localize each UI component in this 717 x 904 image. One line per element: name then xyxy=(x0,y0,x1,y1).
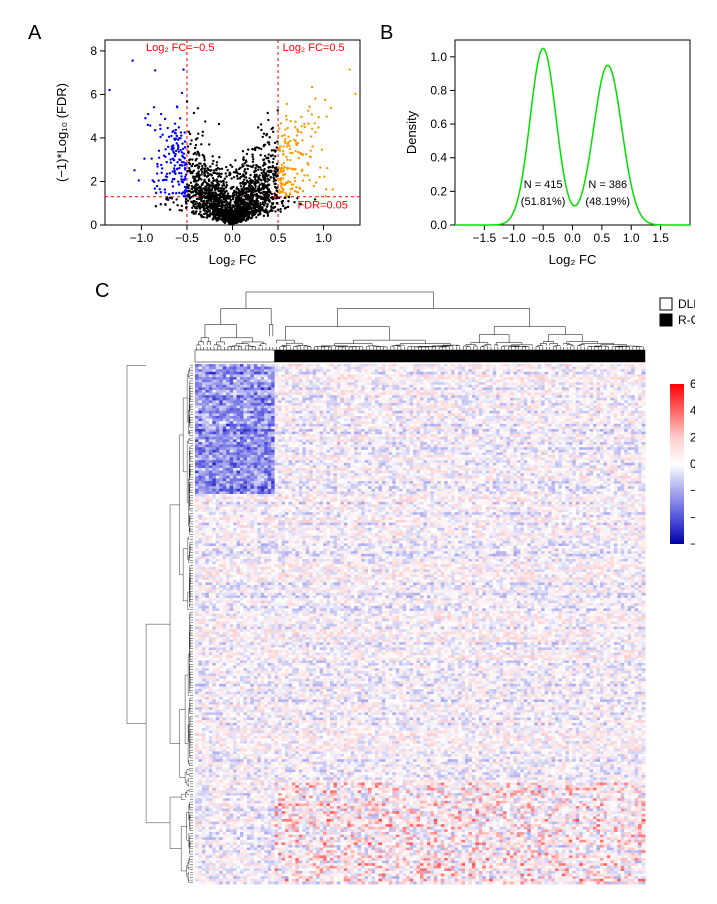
svg-text:(−1)*Log₁₀ (FDR): (−1)*Log₁₀ (FDR) xyxy=(54,83,69,182)
svg-text:0.4: 0.4 xyxy=(430,151,447,165)
svg-text:Log₂ FC: Log₂ FC xyxy=(549,252,597,267)
svg-text:Log₂ FC=0.5: Log₂ FC=0.5 xyxy=(283,42,345,54)
svg-text:0.8: 0.8 xyxy=(430,83,447,97)
svg-text:FDR=0.05: FDR=0.05 xyxy=(297,200,347,212)
svg-text:Log₂ FC=−0.5: Log₂ FC=−0.5 xyxy=(146,42,214,54)
panel-c: DLBCLR-CHOP_DLBCL−6−4−20246 xyxy=(55,290,695,890)
svg-text:0.5: 0.5 xyxy=(594,231,611,245)
svg-text:0: 0 xyxy=(90,218,97,232)
svg-text:N = 415: N = 415 xyxy=(524,179,563,191)
svg-text:Log₂ FC: Log₂ FC xyxy=(209,252,257,267)
svg-text:0.0: 0.0 xyxy=(430,218,447,232)
svg-text:0.0: 0.0 xyxy=(564,231,581,245)
svg-text:−1.5: −1.5 xyxy=(473,231,497,245)
panel-b: −1.5 −1.0 −0.5 0.0 0.5 1.0 1.5 0.0 0.2 0.4 0.6 0.8 1… xyxy=(400,30,700,270)
svg-text:(48.19%): (48.19%) xyxy=(585,196,630,208)
svg-text:0.0: 0.0 xyxy=(224,231,241,245)
svg-text:6: 6 xyxy=(90,87,97,101)
svg-text:1.0: 1.0 xyxy=(315,231,332,245)
svg-text:2: 2 xyxy=(90,174,97,188)
svg-text:−0.5: −0.5 xyxy=(175,231,199,245)
svg-text:R-CHOP_DLBCL: R-CHOP_DLBCL xyxy=(678,313,695,327)
svg-text:8: 8 xyxy=(90,44,97,58)
svg-text:4: 4 xyxy=(90,131,97,145)
svg-text:−1.0: −1.0 xyxy=(502,231,526,245)
svg-text:1.0: 1.0 xyxy=(430,50,447,64)
panel-a: −1.0 −0.5 0.0 0.5 1.0 0 2 4 6 8 Log₂ FC (−1)*Log₁₀ … xyxy=(50,30,370,270)
panel-b-label: B xyxy=(380,22,393,45)
svg-text:(51.81%): (51.81%) xyxy=(521,196,566,208)
svg-text:0.5: 0.5 xyxy=(270,231,287,245)
svg-text:1.0: 1.0 xyxy=(623,231,640,245)
svg-text:0.6: 0.6 xyxy=(430,117,447,131)
svg-text:0.2: 0.2 xyxy=(430,184,447,198)
svg-text:Density: Density xyxy=(404,110,419,154)
svg-text:−0.5: −0.5 xyxy=(531,231,555,245)
svg-text:N = 386: N = 386 xyxy=(588,179,627,191)
panel-a-label: A xyxy=(28,22,41,45)
svg-text:−1.0: −1.0 xyxy=(130,231,154,245)
svg-text:DLBCL: DLBCL xyxy=(678,297,695,311)
svg-text:1.5: 1.5 xyxy=(652,231,669,245)
